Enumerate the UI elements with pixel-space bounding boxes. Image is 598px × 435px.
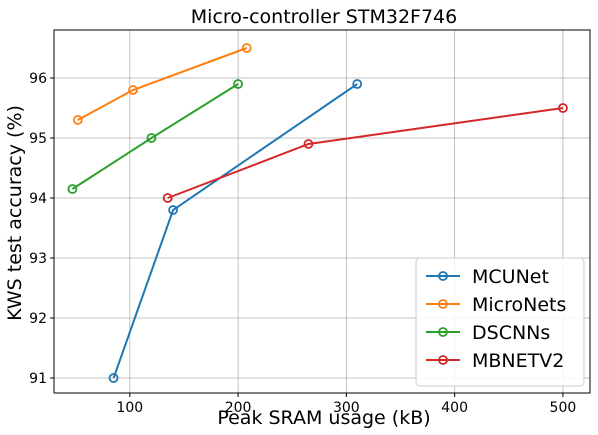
series-mbnetv2 [162, 103, 568, 203]
x-tick-label: 400 [441, 400, 468, 416]
y-tick-label: 94 [29, 191, 47, 207]
series-line-mcunet [112, 83, 358, 379]
y-tick-label: 95 [29, 131, 47, 147]
legend: MCUNet MicroNets DSCNNs MBNETV2 [415, 257, 585, 387]
plot-frame [53, 29, 591, 394]
legend-label-micronets: MicroNets [472, 294, 566, 316]
legend-item-mcunet: MCUNet [426, 266, 549, 288]
legend-marker-mcunet [438, 271, 448, 281]
data-point-mcunet [352, 79, 363, 89]
legend-box [415, 257, 585, 387]
data-point-mbnetv2 [303, 139, 314, 149]
x-axis-title: Peak SRAM usage (kB) [217, 407, 430, 429]
y-axis-title: KWS test accuracy (%) [4, 105, 26, 321]
legend-label-mbnetv2: MBNETV2 [472, 350, 564, 372]
legend-item-mbnetv2: MBNETV2 [426, 350, 564, 372]
y-tick-label: 92 [29, 311, 47, 327]
series-layer [67, 43, 568, 383]
series-dscnns [67, 79, 243, 194]
y-tick-label: 93 [29, 251, 47, 267]
legend-marker-mbnetv2 [438, 355, 448, 365]
legend-label-dscnns: DSCNNs [472, 322, 550, 344]
data-point-mcunet [108, 373, 119, 383]
legend-label-mcunet: MCUNet [472, 266, 549, 288]
series-line-micronets [77, 47, 248, 121]
data-point-dscnns [67, 184, 78, 194]
data-point-mbnetv2 [162, 193, 173, 203]
legend-item-dscnns: DSCNNs [426, 322, 550, 344]
legend-marker-dscnns [438, 327, 448, 337]
x-tick-label: 300 [333, 400, 360, 416]
x-tick-label: 200 [225, 400, 252, 416]
y-tick-label: 91 [29, 371, 47, 387]
series-micronets [72, 43, 252, 125]
data-point-mcunet [168, 205, 179, 215]
ticks: 100 200 300 400 500 91 92 93 94 95 96 [29, 71, 576, 416]
data-point-micronets [241, 43, 252, 53]
chart-title: Micro-controller STM32F746 [191, 6, 457, 28]
series-mcunet [108, 79, 363, 383]
series-line-mbnetv2 [167, 107, 564, 199]
data-point-mbnetv2 [558, 103, 568, 113]
y-tick-label: 96 [29, 71, 47, 87]
series-line-dscnns [71, 83, 239, 190]
legend-marker-micronets [438, 299, 448, 309]
data-point-dscnns [233, 79, 243, 89]
x-tick-label: 100 [116, 400, 143, 416]
data-point-micronets [128, 85, 138, 95]
data-point-dscnns [146, 133, 157, 143]
x-tick-label: 500 [550, 400, 577, 416]
legend-item-micronets: MicroNets [426, 294, 566, 316]
data-point-micronets [72, 115, 83, 125]
